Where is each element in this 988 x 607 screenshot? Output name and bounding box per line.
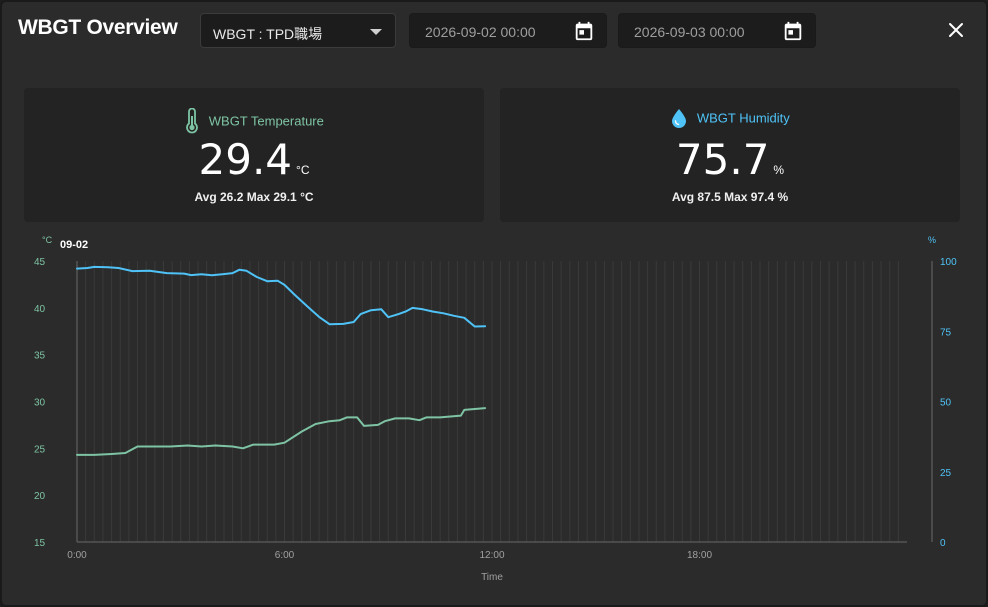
chart-date-label: 09-02 [60,239,88,251]
x-tick-label: 12:00 [479,550,504,561]
x-tick-label: 18:00 [687,550,712,561]
wbgt-chart[interactable]: 15 20 25 30 35 40 45 °C 0 25 50 75 100% 09-02 0:00 6:00… [2,228,986,598]
y-left-tick-label: 15 [34,538,46,549]
y-left-tick-label: 25 [34,444,46,455]
y-left-tick-label: 40 [34,304,46,315]
sensor-select[interactable]: WBGT : TPD職場 [200,13,396,48]
x-tick-label: 0:00 [67,550,87,561]
temperature-value: 29.4 [198,135,293,184]
y-right-tick-label: 50 [940,398,952,409]
temperature-stats: Avg 26.2 Max 29.1 °C [194,190,314,204]
y-right-tick-label: 25 [940,468,952,479]
x-tick-label: 6:00 [275,550,295,561]
y-left-unit: °C [42,235,53,245]
chevron-down-icon [370,29,382,35]
humidity-stats: Avg 87.5 Max 97.4 % [671,190,789,204]
humidity-value: 75.7 [675,135,770,184]
y-right-tick-label: 75 [940,327,952,338]
calendar-icon[interactable] [573,20,595,42]
humidity-series-line [76,265,487,328]
humidity-card: WBGT Humidity 75.7% Avg 87.5 Max 97.4 % [500,88,960,222]
dialog-header: WBGT Overview WBGT : TPD職場 2026-09-02 00… [2,2,986,62]
temperature-unit: °C [296,163,310,177]
page-title: WBGT Overview [18,16,178,39]
end-date-value: 2026-09-03 00:00 [634,24,745,40]
end-date-picker[interactable]: 2026-09-03 00:00 [618,13,816,48]
y-left-tick-label: 20 [34,491,46,502]
close-icon[interactable] [946,20,966,40]
temperature-series-line [76,407,487,456]
y-left-tick-label: 30 [34,398,46,409]
wbgt-line-chart: 15 20 25 30 35 40 45 °C 0 25 50 75 100% 09-02 0:00 6:00… [34,235,957,583]
y-right-tick-label: 0 [940,538,946,549]
x-axis-label: Time [481,572,503,583]
start-date-value: 2026-09-02 00:00 [425,24,536,40]
humidity-label: WBGT Humidity [696,110,790,126]
calendar-icon[interactable] [782,20,804,42]
y-right-tick-label: 100 [940,257,957,268]
y-right-unit: % [928,235,936,245]
start-date-picker[interactable]: 2026-09-02 00:00 [409,13,607,48]
temperature-card: WBGT Temperature 29.4 °C Avg 26.2 Max 29.… [24,88,484,222]
water-drop-icon [672,109,687,128]
temperature-label: WBGT Temperature [208,113,324,129]
y-left-tick-label: 35 [34,351,46,362]
sensor-select-value: WBGT : TPD職場 [213,26,323,42]
y-left-tick-label: 45 [34,257,46,268]
thermometer-icon [186,108,198,134]
humidity-unit: % [773,163,785,177]
